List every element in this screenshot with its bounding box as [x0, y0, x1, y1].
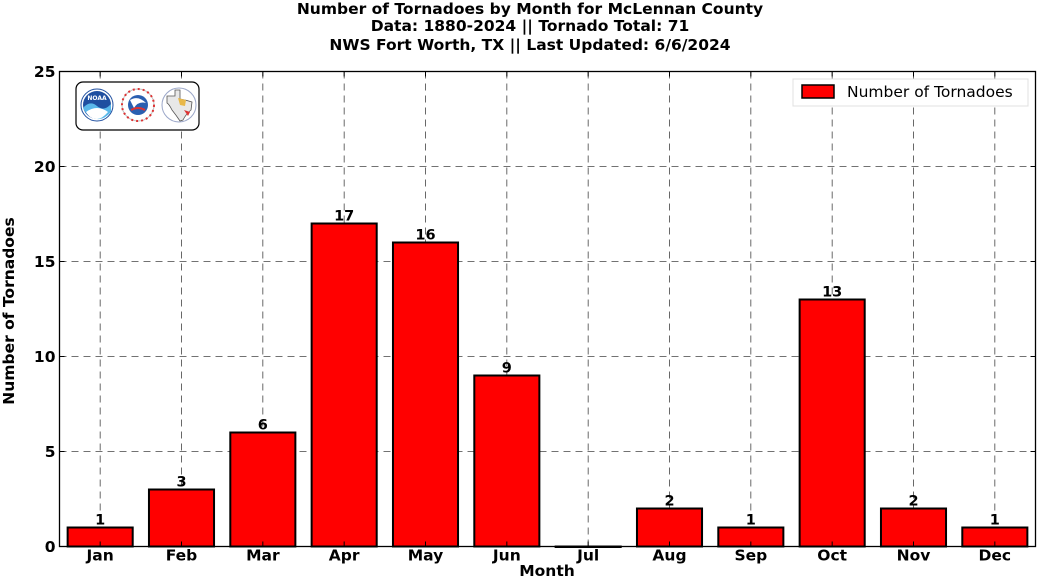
- data-label-apr: 17: [334, 209, 354, 225]
- x-tick-label-sep: Sep: [734, 547, 767, 565]
- y-tick-label: 25: [34, 63, 56, 81]
- data-label-jan: 1: [95, 513, 105, 529]
- x-tick-label-jul: Jul: [576, 547, 599, 565]
- bars: [66, 222, 1029, 548]
- data-label-sep: 1: [746, 513, 756, 529]
- texas-logo: [161, 87, 197, 123]
- data-label-jun: 9: [502, 361, 512, 377]
- chart-title-line-3: NWS Fort Worth, TX || Last Updated: 6/6/…: [329, 36, 730, 55]
- x-tick-label-apr: Apr: [329, 547, 360, 565]
- data-label-mar: 6: [258, 418, 268, 434]
- bar-oct: [798, 298, 866, 548]
- y-tick-label: 10: [34, 348, 56, 366]
- x-axis-ticks: Jan Feb Mar Apr May Jun Jul Aug Sep Oct Nov Dec: [86, 71, 1012, 565]
- x-tick-label-jan: Jan: [86, 547, 114, 565]
- bar-may: [391, 241, 460, 548]
- bar-mar: [229, 431, 297, 548]
- legend: Number of Tornadoes: [792, 78, 1029, 107]
- chart-title-line-1: Number of Tornadoes by Month for McLenna…: [297, 0, 763, 18]
- x-tick-label-mar: Mar: [246, 547, 280, 565]
- y-axis-label: Number of Tornadoes: [0, 217, 18, 404]
- y-tick-label: 15: [34, 253, 56, 271]
- x-tick-label-oct: Oct: [817, 547, 847, 565]
- noaa-logo: NOAA: [80, 88, 114, 122]
- bar-jun: [473, 374, 541, 548]
- grid-lines: [59, 71, 1036, 547]
- data-label-may: 16: [415, 228, 435, 244]
- x-tick-label-dec: Dec: [979, 547, 1012, 565]
- data-label-dec: 1: [990, 513, 1000, 529]
- y-tick-label: 20: [34, 158, 56, 176]
- bar-aug: [635, 507, 704, 548]
- plot-frame: [58, 70, 1037, 548]
- nws-logo: [121, 88, 155, 122]
- data-label-feb: 3: [176, 475, 186, 491]
- bar-feb: [147, 488, 216, 548]
- y-tick-label: 0: [45, 538, 56, 556]
- y-tick-label: 5: [45, 443, 56, 461]
- x-axis-label: Month: [519, 562, 575, 580]
- x-tick-label-feb: Feb: [166, 547, 198, 565]
- bar-nov: [879, 507, 948, 548]
- bar-apr: [310, 222, 378, 548]
- x-tick-label-nov: Nov: [897, 547, 931, 565]
- chart-title-line-2: Data: 1880-2024 || Tornado Total: 71: [371, 17, 690, 36]
- logo-box: NOAA: [75, 81, 200, 131]
- x-tick-label-may: May: [408, 547, 444, 565]
- legend-swatch: [801, 84, 835, 99]
- data-label-oct: 13: [822, 285, 842, 301]
- data-label-nov: 2: [908, 494, 918, 510]
- x-tick-label-jun: Jun: [492, 547, 521, 565]
- legend-entry: Number of Tornadoes: [847, 83, 1013, 101]
- x-tick-label-aug: Aug: [652, 547, 686, 565]
- y-axis-ticks: 0 5 10 15 20 25: [34, 63, 1036, 556]
- svg-text:NOAA: NOAA: [87, 95, 107, 102]
- data-label-aug: 2: [664, 494, 674, 510]
